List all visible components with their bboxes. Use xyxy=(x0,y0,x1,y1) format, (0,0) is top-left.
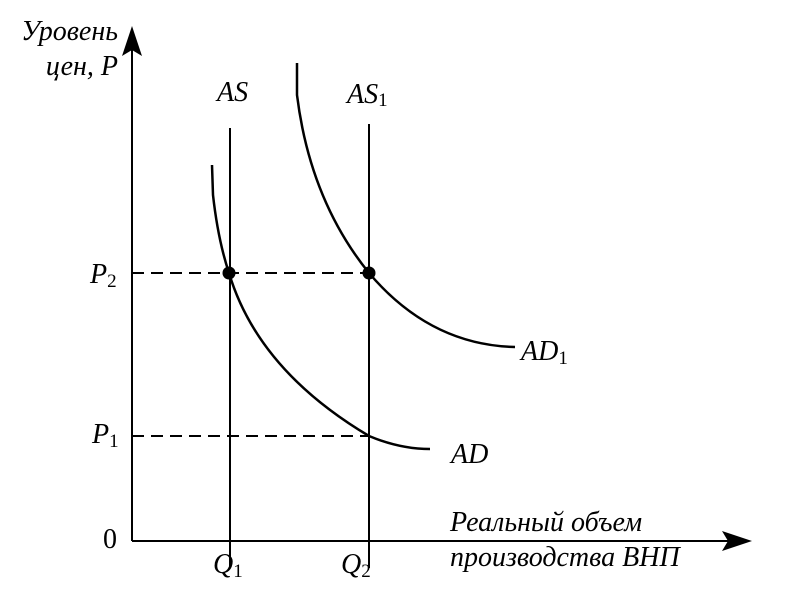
ad-curve xyxy=(210,164,431,451)
x-axis-label-line1: Реальный объем xyxy=(449,507,642,538)
as1-label: AS1 xyxy=(345,79,388,111)
y-axis-label-line1: Уровень xyxy=(21,16,118,47)
origin-label: 0 xyxy=(103,524,117,555)
p2-label: P2 xyxy=(89,259,117,292)
q2-label: Q2 xyxy=(341,549,371,582)
ad-label: AD xyxy=(449,439,488,470)
ad1-curve xyxy=(295,63,516,349)
y-axis-arrow xyxy=(122,26,142,56)
p1-label: P1 xyxy=(91,419,119,452)
ad1-label: AD1 xyxy=(519,336,568,369)
equilibrium-point-2 xyxy=(362,266,376,280)
q1-label: Q1 xyxy=(213,549,243,582)
equilibrium-point-1 xyxy=(222,266,236,280)
x-axis-arrow xyxy=(722,531,752,551)
x-axis-label-line2: производства ВНП xyxy=(450,542,681,573)
as-label: AS xyxy=(215,77,248,108)
y-axis-label-line2: цен, P xyxy=(46,51,118,82)
